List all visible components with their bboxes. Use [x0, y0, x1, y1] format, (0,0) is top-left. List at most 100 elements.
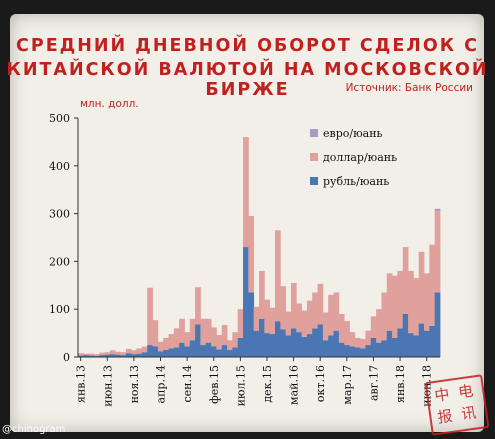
bar-segment-s0-26 — [216, 349, 223, 357]
bar-segment-s1-57 — [381, 292, 388, 341]
bar-segment-s0-42 — [301, 336, 308, 357]
bar-segment-s1-28 — [227, 340, 233, 350]
bar-segment-s1-19 — [179, 318, 185, 343]
bar-segment-s0-28 — [227, 349, 233, 357]
bar-segment-s1-51 — [349, 332, 356, 347]
legend-label-0: рубль/юань — [323, 175, 389, 188]
bar-segment-s1-41 — [296, 303, 302, 333]
bar-segment-s1-48 — [333, 292, 340, 331]
bar-segment-s1-63 — [413, 278, 420, 336]
x-tick-label-10: мар.17 — [341, 365, 354, 405]
bar-segment-s1-22 — [195, 287, 201, 325]
stamp-char-1: 电 — [457, 381, 475, 402]
x-tick-label-4: сен.14 — [181, 365, 194, 403]
y-tick-label-0: 0 — [63, 351, 70, 364]
y-tick-label-200: 200 — [49, 255, 70, 268]
x-tick-label-5: фев.15 — [208, 365, 221, 404]
x-tick-label-2: ноя.13 — [128, 365, 141, 403]
bar-segment-s0-65 — [424, 330, 430, 357]
bars-layer — [78, 137, 441, 357]
bar-segment-s1-3 — [93, 354, 100, 357]
bar-segment-s1-45 — [317, 283, 324, 325]
bar-segment-s0-50 — [344, 345, 350, 357]
bar-segment-s1-11 — [136, 348, 143, 354]
stamp-char-4: 中 — [433, 385, 451, 405]
bar-segment-s1-61 — [402, 247, 409, 314]
bar-segment-s1-35 — [264, 299, 271, 334]
bar-segment-s0-53 — [360, 348, 366, 357]
x-tick-label-3: апр.14 — [155, 365, 168, 403]
axes-layer: 0 100 200 300 400 500 янв.13 июн.13 ноя.13 апр.14… — [49, 112, 440, 407]
bar-segment-s0-18 — [173, 347, 180, 357]
x-tick-label-7: дек.15 — [261, 365, 274, 403]
bar-segment-s1-59 — [392, 275, 398, 338]
bar-segment-s1-32 — [248, 215, 255, 293]
bar-segment-s1-65 — [424, 273, 430, 331]
bar-segment-s0-48 — [333, 330, 340, 357]
bar-segment-s1-10 — [131, 350, 137, 355]
bar-segment-s0-11 — [136, 353, 143, 357]
bar-segment-s0-66 — [429, 325, 436, 357]
bar-segment-s1-30 — [237, 309, 244, 338]
bar-segment-s1-36 — [269, 307, 276, 335]
bar-segment-s1-18 — [173, 328, 180, 348]
bar-segment-s0-45 — [317, 324, 324, 357]
x-tick-label-6: июл.15 — [234, 365, 247, 406]
bar-segment-s0-31 — [243, 247, 249, 357]
legend-swatch-1 — [310, 153, 318, 161]
bar-segment-s1-12 — [141, 346, 148, 353]
bar-segment-s1-60 — [397, 270, 404, 329]
bar-segment-s0-25 — [211, 346, 217, 357]
bar-segment-s1-42 — [301, 310, 308, 337]
bar-segment-s0-59 — [392, 337, 398, 357]
bar-segment-s1-21 — [189, 318, 196, 341]
x-tick-label-0: янв.13 — [75, 365, 88, 403]
bar-segment-s0-13 — [147, 345, 153, 357]
bar-segment-s0-34 — [259, 318, 265, 357]
bar-segment-s0-0 — [78, 355, 84, 357]
bar-segment-s0-40 — [290, 328, 297, 357]
bar-segment-s1-50 — [344, 321, 350, 346]
bar-segment-s0-44 — [312, 328, 318, 357]
legend-label-2: евро/юань — [323, 127, 383, 140]
bar-segment-s0-23 — [200, 345, 207, 357]
bar-segment-s1-15 — [157, 341, 164, 352]
bar-segment-s0-60 — [397, 328, 404, 357]
bar-segment-s0-49 — [338, 342, 345, 357]
seal-stamp: 电 讯 报 中 — [424, 374, 490, 436]
x-tick-label-11: авг.17 — [367, 365, 380, 401]
bar-segment-s1-2 — [88, 353, 95, 356]
bar-segment-s0-36 — [269, 334, 276, 357]
bar-segment-s1-8 — [120, 352, 127, 356]
stamp-char-2: 讯 — [460, 403, 478, 424]
legend: евро/юань доллар/юань рубль/юань — [310, 127, 397, 188]
bar-segment-s0-2 — [88, 355, 95, 357]
bar-segment-s1-46 — [322, 312, 329, 341]
x-tick-label-1: июн.13 — [101, 365, 114, 407]
bar-segment-s0-5 — [104, 354, 111, 357]
bar-segment-s0-61 — [402, 313, 409, 357]
bar-segment-s0-67 — [434, 292, 441, 357]
bar-segment-s1-56 — [376, 309, 382, 343]
bar-segment-s1-47 — [328, 294, 334, 336]
bar-segment-s1-38 — [280, 286, 287, 330]
bar-segment-s0-58 — [386, 330, 393, 357]
bar-segment-s0-55 — [370, 337, 377, 357]
bar-segment-s0-64 — [418, 323, 425, 357]
bar-segment-s1-54 — [365, 330, 372, 346]
bar-segment-s1-31 — [243, 137, 249, 248]
bar-segment-s1-67 — [434, 211, 441, 293]
bar-segment-s1-9 — [125, 348, 132, 354]
y-tick-label-100: 100 — [49, 303, 70, 316]
bar-segment-s1-43 — [306, 300, 313, 335]
bar-segment-s1-33 — [253, 306, 260, 331]
bar-segment-s1-29 — [232, 332, 239, 348]
bar-segment-s0-8 — [120, 355, 127, 357]
bar-segment-s1-39 — [285, 311, 292, 336]
bar-segment-s0-27 — [221, 345, 228, 357]
bar-segment-s1-26 — [216, 335, 223, 350]
legend-swatch-0 — [310, 177, 318, 185]
bar-segment-s1-64 — [418, 251, 425, 324]
author-credit: @chinogram — [2, 424, 66, 435]
